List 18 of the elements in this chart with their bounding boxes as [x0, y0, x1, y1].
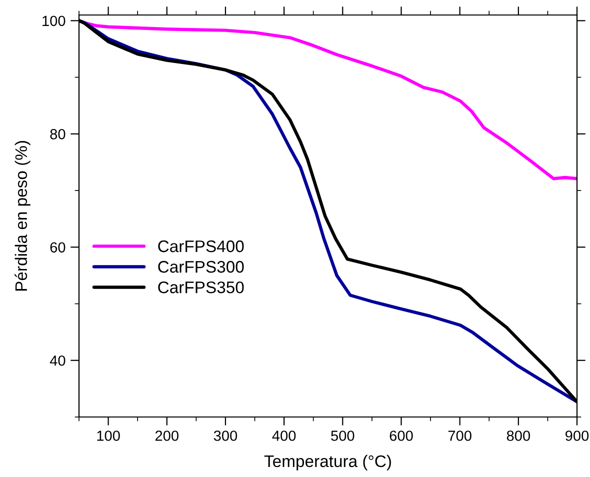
y-tick-label: 40 — [50, 355, 66, 366]
y-axis-title: Pérdida en peso (%) — [14, 141, 30, 291]
x-tick-label: 200 — [155, 430, 178, 441]
y-tick-label: 80 — [50, 129, 66, 140]
x-tick-label: 800 — [506, 430, 530, 441]
x-tick-label: 700 — [448, 430, 472, 441]
y-tick-label: 100 — [42, 16, 66, 26]
y-tick-label: 60 — [50, 242, 66, 253]
x-tick-label: 900 — [566, 430, 589, 441]
legend-label: CarFPS350 — [158, 281, 244, 294]
x-tick-label: 400 — [272, 430, 296, 441]
x-tick-label: 300 — [214, 430, 238, 441]
legend-label: CarFPS400 — [158, 240, 244, 252]
x-tick-label: 600 — [390, 430, 413, 441]
x-tick-label: 500 — [331, 430, 354, 441]
x-tick-label: 100 — [97, 430, 120, 441]
x-axis-title: Temperatura (°C) — [264, 454, 391, 470]
legend-label: CarFPS300 — [158, 260, 244, 273]
